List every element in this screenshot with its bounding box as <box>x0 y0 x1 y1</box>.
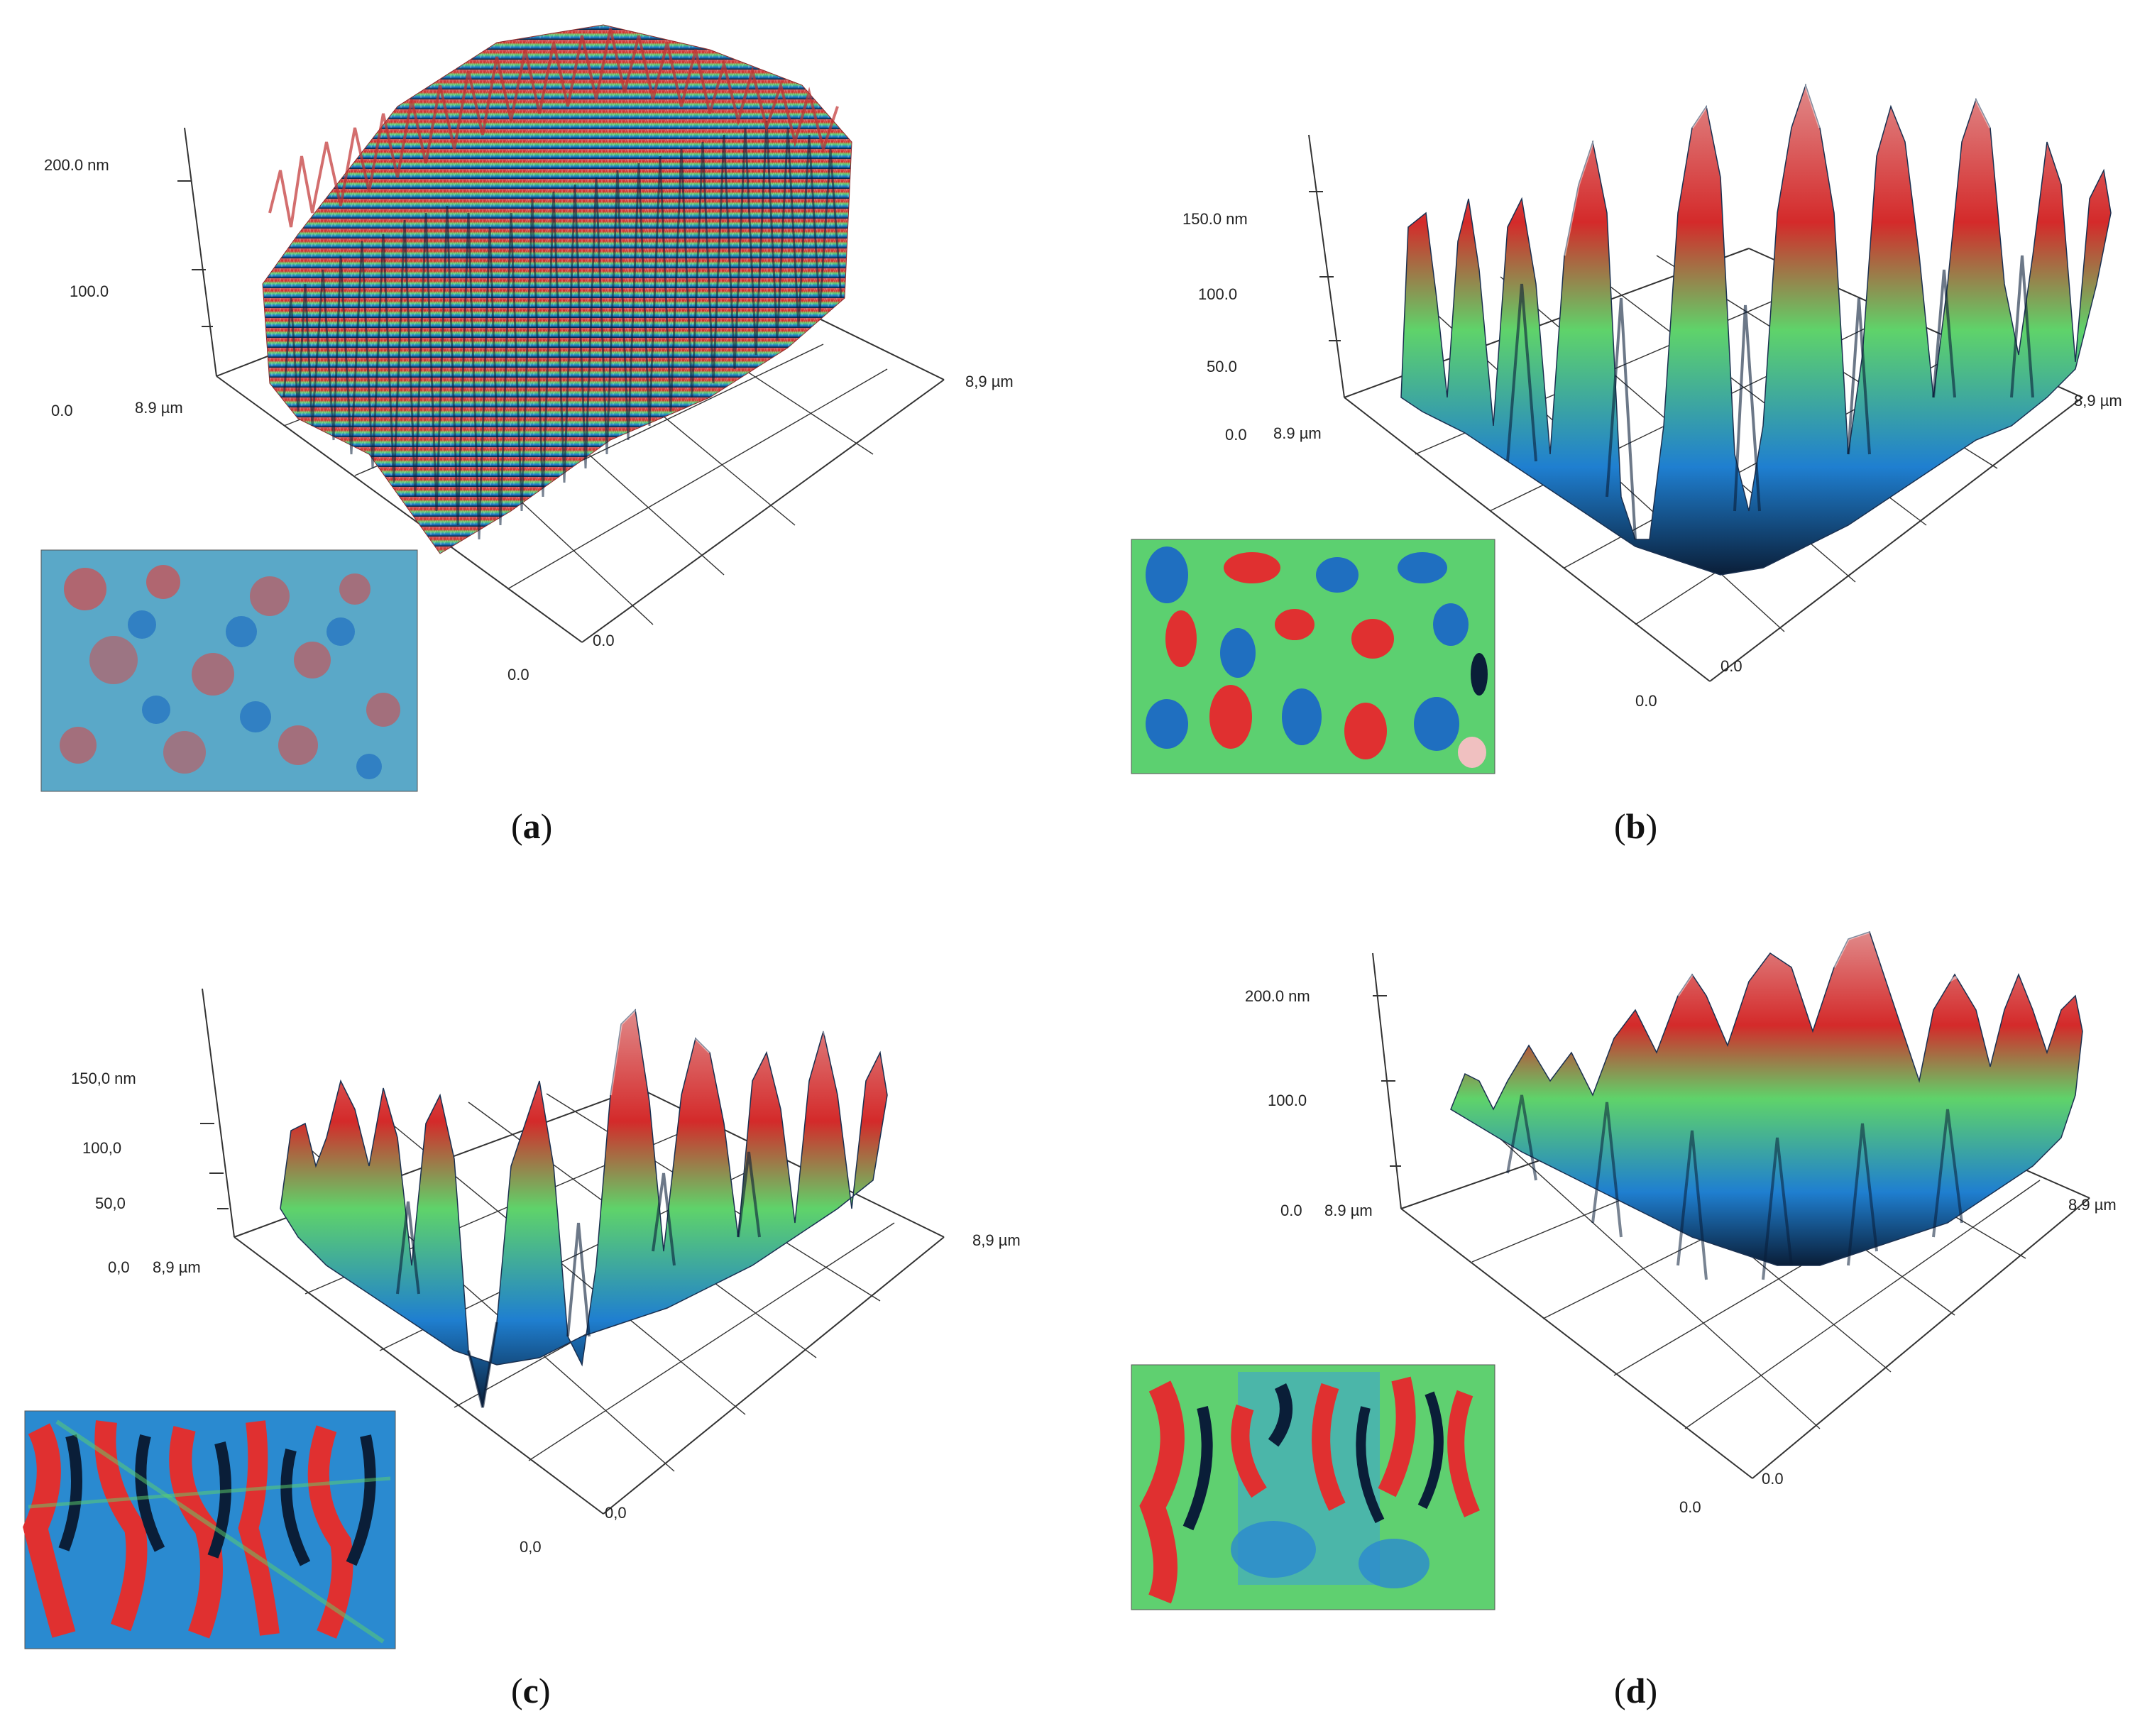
panel-a: 200.0 nm 100.0 0.0 8.9 µm 8,9 µm 0.0 0.0… <box>0 0 1068 868</box>
afm-3d-plot-a <box>40 24 945 792</box>
inset-map-b <box>1131 539 1495 774</box>
z-tick-top: 150,0 nm <box>71 1070 136 1087</box>
y-origin-label: 0,0 <box>520 1538 542 1556</box>
z-tick-zero: 0,0 <box>108 1258 130 1276</box>
y-axis-label: 8.9 µm <box>1273 424 1322 442</box>
x-origin-label: 0.0 <box>1720 657 1742 675</box>
panel-label-c: (c) <box>511 1671 551 1710</box>
y-axis-label: 8.9 µm <box>1324 1202 1373 1219</box>
panel-label-d: (d) <box>1614 1671 1658 1710</box>
x-axis-label: 8.9 µm <box>2068 1196 2117 1214</box>
z-tick-zero: 0.0 <box>51 402 73 419</box>
surface-d <box>1450 930 2083 1280</box>
y-origin-label: 0.0 <box>507 666 529 683</box>
inset-map-a <box>40 549 418 792</box>
x-axis-label: 8,9 µm <box>972 1231 1021 1249</box>
y-origin-label: 0.0 <box>1635 692 1657 710</box>
x-axis-label: 8,9 µm <box>965 373 1014 390</box>
z-tick-100: 100,0 <box>82 1139 122 1157</box>
inset-map-c <box>23 1410 396 1649</box>
x-origin-label: 0,0 <box>605 1504 627 1522</box>
x-origin-label: 0.0 <box>1762 1470 1784 1488</box>
z-tick-zero: 0.0 <box>1280 1202 1302 1219</box>
z-tick-top: 200.0 nm <box>44 156 109 174</box>
panel-c: 150,0 nm 100,0 50,0 0,0 8,9 µm 8,9 µm 0,… <box>0 868 1068 1736</box>
panel-label-a: (a) <box>511 806 553 846</box>
z-tick-zero: 0.0 <box>1225 426 1247 444</box>
z-tick-50: 50.0 <box>1207 358 1237 375</box>
surface-b <box>1400 83 2112 576</box>
x-origin-label: 0.0 <box>593 632 615 649</box>
z-tick-mid: 100.0 <box>70 282 109 300</box>
z-tick-50: 50,0 <box>95 1194 126 1212</box>
panel-d: 200.0 nm 100.0 0.0 8.9 µm 8.9 µm 0.0 0.0… <box>1068 868 2135 1736</box>
panel-label-b: (b) <box>1614 806 1658 846</box>
x-axis-label: 8,9 µm <box>2074 392 2122 410</box>
afm-3d-plot-c <box>23 988 945 1649</box>
inset-map-d <box>1131 1364 1495 1610</box>
afm-3d-plot-d <box>1131 930 2090 1610</box>
z-tick-top: 150.0 nm <box>1182 210 1248 228</box>
z-tick-100: 100.0 <box>1198 285 1238 303</box>
afm-3d-plot-b <box>1131 83 2112 774</box>
panel-b: 150.0 nm 100.0 50.0 0.0 8.9 µm 8,9 µm 0.… <box>1068 0 2135 868</box>
surface-c <box>280 1009 888 1408</box>
z-tick-mid: 100.0 <box>1268 1092 1307 1109</box>
z-tick-top: 200.0 nm <box>1245 987 1310 1005</box>
surface-a <box>262 24 852 554</box>
y-origin-label: 0.0 <box>1679 1498 1701 1516</box>
y-axis-label: 8,9 µm <box>153 1258 201 1276</box>
y-axis-label: 8.9 µm <box>135 399 183 417</box>
